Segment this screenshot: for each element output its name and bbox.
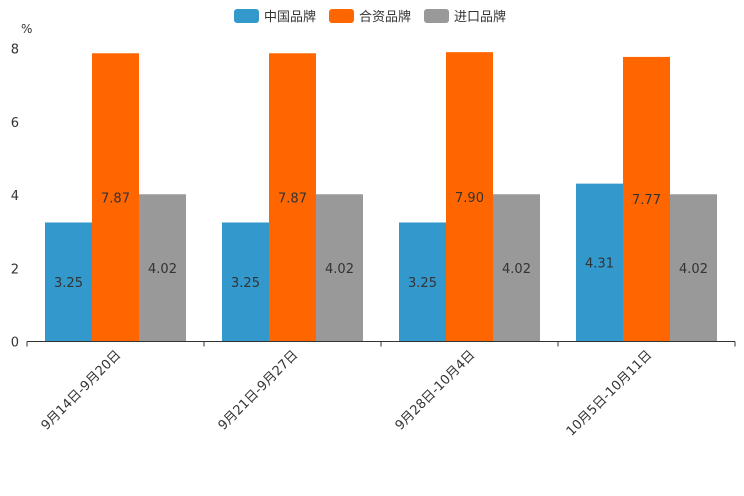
data-label: 4.02 xyxy=(325,262,354,277)
legend-label-1: 中国品牌 xyxy=(264,9,316,25)
y-tick-label: 0 xyxy=(11,336,19,351)
data-label: 7.87 xyxy=(278,191,307,206)
data-label: 4.02 xyxy=(679,262,708,277)
bar xyxy=(576,183,623,342)
bar xyxy=(316,194,363,342)
bar xyxy=(139,194,186,342)
bar xyxy=(493,194,540,342)
x-category-label: 9月28日-10月4日 xyxy=(393,348,479,434)
bar xyxy=(222,222,269,342)
data-label: 4.31 xyxy=(585,257,614,272)
legend-swatch-2 xyxy=(329,9,354,23)
bars xyxy=(45,52,717,342)
y-tick-label: 2 xyxy=(11,262,19,277)
x-category-label: 9月14日-9月20日 xyxy=(39,348,125,434)
legend-swatch-1 xyxy=(234,9,259,23)
y-tick-label: 4 xyxy=(11,189,19,204)
legend-swatch-3 xyxy=(424,9,449,23)
x-axis: 9月14日-9月20日 9月21日-9月27日 9月28日-10月4日 10月5日-1… xyxy=(26,341,736,440)
data-label: 3.25 xyxy=(408,276,437,291)
bar xyxy=(446,52,493,342)
bar xyxy=(399,222,446,342)
x-category-label: 10月5日-10月11日 xyxy=(564,348,656,440)
bar xyxy=(45,222,92,342)
data-label: 7.77 xyxy=(632,193,661,208)
legend: 中国品牌 合资品牌 进口品牌 xyxy=(234,9,506,25)
bar xyxy=(670,194,717,342)
legend-label-2: 合资品牌 xyxy=(359,9,411,25)
bar xyxy=(269,53,316,342)
data-labels: 3.25 7.87 4.02 3.25 7.87 4.02 3.25 7.90 4.02 4.31… xyxy=(54,191,708,291)
bar xyxy=(92,53,139,342)
y-axis-unit-label: % xyxy=(21,22,32,36)
data-label: 7.90 xyxy=(455,191,484,206)
x-category-label: 9月21日-9月27日 xyxy=(216,348,302,434)
data-label: 3.25 xyxy=(231,276,260,291)
y-tick-label: 8 xyxy=(11,43,19,58)
data-label: 4.02 xyxy=(502,262,531,277)
data-label: 3.25 xyxy=(54,276,83,291)
y-axis: 0 2 4 6 8 xyxy=(11,43,19,351)
legend-label-3: 进口品牌 xyxy=(454,9,506,25)
bar xyxy=(623,56,670,342)
y-tick-label: 6 xyxy=(11,116,19,131)
data-label: 7.87 xyxy=(101,191,130,206)
data-label: 4.02 xyxy=(148,262,177,277)
